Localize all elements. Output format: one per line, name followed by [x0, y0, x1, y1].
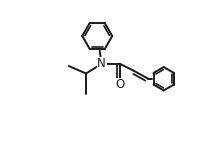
- Text: N: N: [97, 57, 106, 70]
- Text: O: O: [115, 78, 124, 91]
